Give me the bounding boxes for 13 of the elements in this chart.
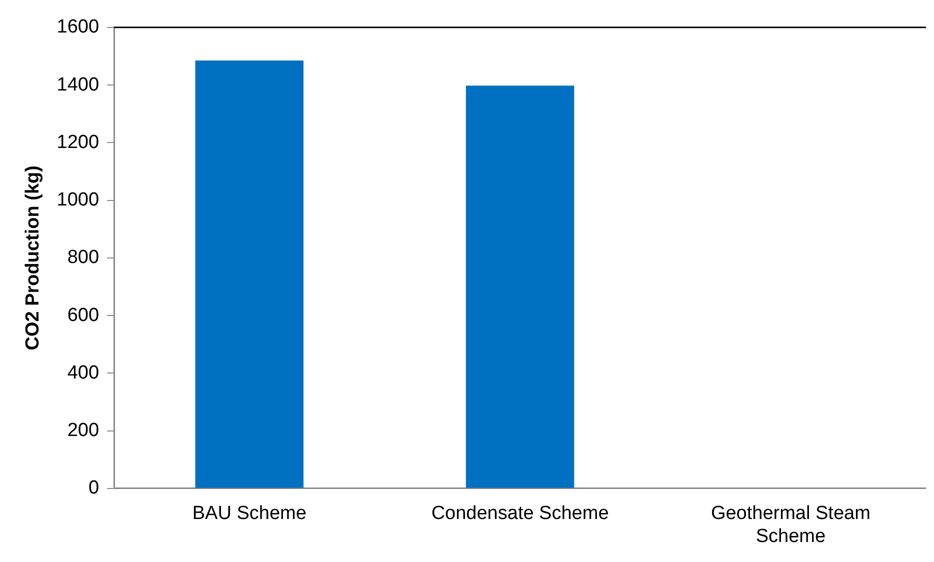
x-tick-label: Geothermal Steam Scheme [710, 503, 870, 547]
x-tick-label: Condensate Scheme [431, 503, 609, 524]
y-tick-label: 200 [67, 420, 100, 442]
y-tick-label: 400 [67, 362, 100, 384]
y-tick-label: 800 [67, 247, 100, 268]
y-tick-label: 1200 [56, 132, 100, 153]
y-axis-title: CO2 Production (kg) [22, 166, 44, 350]
y-tick-label: 600 [67, 304, 100, 326]
y-tick-label: 1000 [56, 190, 100, 211]
x-tick-label: BAU Scheme [192, 503, 306, 524]
y-tick-label: 1600 [56, 16, 100, 38]
y-tick-label: 1400 [56, 74, 100, 96]
y-tick-label: 0 [88, 478, 100, 499]
